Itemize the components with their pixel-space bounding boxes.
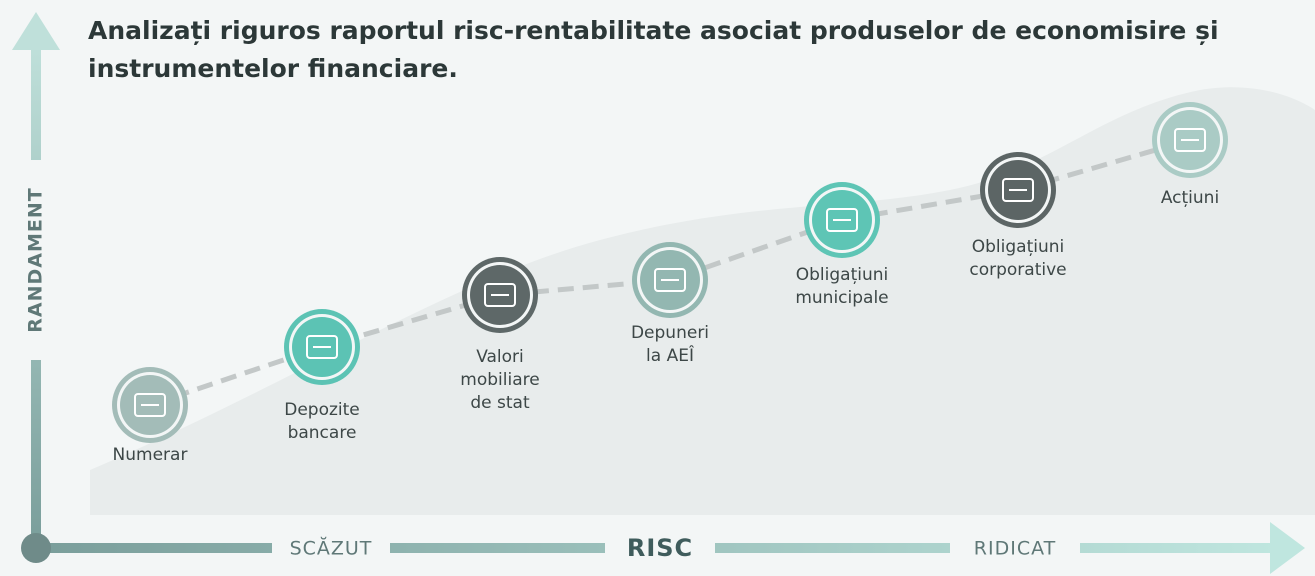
node-label: la AEÎ bbox=[646, 344, 695, 366]
node-icon bbox=[1002, 178, 1034, 202]
x-axis-arrow bbox=[1270, 522, 1305, 574]
node-icon bbox=[654, 268, 686, 292]
x-axis-gap bbox=[605, 535, 715, 561]
node-label: corporative bbox=[969, 260, 1066, 280]
node-icon bbox=[826, 208, 858, 232]
y-axis-label: RANDAMENT bbox=[25, 187, 47, 332]
node-label: bancare bbox=[288, 423, 357, 443]
node-icon bbox=[484, 283, 516, 307]
node-label: de stat bbox=[470, 393, 530, 413]
node-label: Obligațiuni bbox=[796, 265, 889, 285]
title-line: Analizați riguros raportul risc-rentabil… bbox=[88, 16, 1219, 45]
x-axis-label: RISC bbox=[627, 534, 693, 562]
x-axis-gap bbox=[272, 535, 390, 561]
node-icon bbox=[134, 393, 166, 417]
node-icon bbox=[1174, 128, 1206, 152]
node-label: municipale bbox=[795, 288, 888, 308]
title-line: instrumentelor financiare. bbox=[88, 54, 458, 83]
background-shape bbox=[90, 87, 1315, 516]
node-label: Numerar bbox=[113, 445, 188, 465]
x-axis-low: SCĂZUT bbox=[290, 536, 373, 560]
node-label: Valori bbox=[476, 347, 524, 367]
node-label: Acțiuni bbox=[1161, 188, 1219, 208]
node-label: Depuneri bbox=[631, 323, 709, 343]
x-axis-gap bbox=[950, 535, 1080, 561]
node-label: mobiliare bbox=[460, 370, 539, 390]
x-axis-high: RIDICAT bbox=[974, 538, 1056, 560]
y-axis-arrow bbox=[12, 12, 60, 50]
node-icon bbox=[306, 335, 338, 359]
y-axis-gap bbox=[18, 160, 54, 360]
origin-dot bbox=[21, 533, 51, 563]
node-label: Depozite bbox=[284, 400, 360, 420]
node-label: Obligațiuni bbox=[972, 237, 1065, 257]
